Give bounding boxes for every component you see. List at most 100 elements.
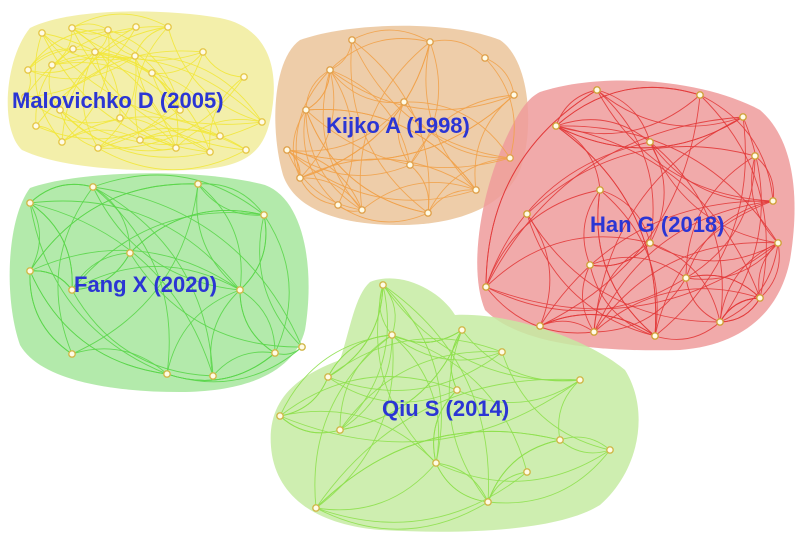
- citation-edge: [699, 94, 767, 299]
- citation-edge: [139, 134, 211, 153]
- citation-edge: [61, 116, 221, 143]
- citation-edge: [397, 101, 411, 166]
- citation-node: [458, 326, 466, 334]
- citation-edge: [351, 39, 511, 159]
- citation-node: [484, 498, 492, 506]
- citation-edge: [34, 32, 63, 143]
- citation-nodes: [21, 23, 782, 512]
- citation-edge: [339, 334, 393, 431]
- citation-node: [32, 122, 40, 130]
- citation-edge: [263, 214, 290, 354]
- citation-node: [432, 459, 440, 467]
- citation-edge: [71, 13, 169, 29]
- citation-edge: [593, 116, 744, 333]
- citation-edge: [555, 125, 657, 337]
- citation-edge: [92, 186, 131, 254]
- citation-edge: [279, 379, 581, 443]
- citation-node: [199, 48, 207, 56]
- citation-edge: [299, 41, 431, 179]
- citation-edge: [97, 55, 137, 149]
- citation-node: [236, 286, 244, 294]
- citation-edge: [409, 41, 440, 166]
- citation-edge: [71, 27, 247, 151]
- citation-edge: [71, 348, 168, 375]
- citation-edge: [151, 72, 221, 137]
- citation-edge: [29, 270, 73, 355]
- citation-edge: [751, 155, 779, 244]
- citation-edge: [315, 462, 437, 511]
- citation-node: [348, 36, 356, 44]
- citation-edge: [59, 109, 263, 146]
- citation-edge: [29, 249, 241, 291]
- citation-node: [646, 239, 654, 247]
- citation-edge: [305, 109, 429, 214]
- citation-edge: [339, 334, 393, 431]
- citation-edge: [593, 277, 687, 333]
- citation-edge: [485, 277, 687, 312]
- citation-edge: [555, 125, 779, 244]
- citation-edge: [92, 186, 214, 377]
- citation-edge: [526, 213, 656, 337]
- citation-edge: [57, 186, 94, 355]
- citation-node: [506, 154, 514, 162]
- citation-node: [296, 174, 304, 182]
- citation-edge: [329, 69, 354, 206]
- citation-edge: [361, 182, 477, 211]
- citation-edge: [41, 32, 211, 153]
- citation-edge: [485, 116, 744, 288]
- citation-edge: [555, 94, 701, 135]
- citation-edge: [403, 101, 511, 159]
- citation-edge: [339, 351, 503, 431]
- citation-edge: [239, 214, 267, 291]
- citation-edge: [719, 242, 779, 323]
- citation-edge: [24, 96, 121, 124]
- citation-node: [453, 386, 461, 394]
- citation-edge: [129, 252, 303, 348]
- citation-node: [26, 267, 34, 275]
- citation-edge: [484, 57, 515, 96]
- citation-node: [163, 370, 171, 378]
- citation-edge: [485, 236, 651, 288]
- citation-node: [69, 45, 77, 53]
- citation-edge: [589, 242, 651, 267]
- citation-edge: [758, 242, 779, 299]
- citation-edge: [29, 202, 214, 377]
- citation-edge: [377, 284, 437, 464]
- cluster-label-fang: Fang X (2020): [74, 272, 217, 297]
- citation-edge: [71, 27, 121, 119]
- citation-edge: [29, 200, 241, 291]
- citation-edge: [286, 149, 363, 211]
- citation-node: [426, 38, 434, 46]
- citation-edge: [92, 186, 303, 348]
- citation-edge: [555, 125, 761, 299]
- citation-edge: [71, 212, 265, 291]
- citation-edge: [719, 116, 762, 323]
- citation-edge: [484, 57, 515, 159]
- citation-edge: [305, 108, 477, 191]
- citation-node: [556, 436, 564, 444]
- citation-edge: [582, 264, 595, 333]
- citation-edge: [649, 141, 774, 202]
- citation-node: [68, 286, 76, 294]
- citation-node: [302, 106, 310, 114]
- citation-node: [48, 61, 56, 69]
- citation-edge: [92, 174, 265, 216]
- citation-edge: [51, 27, 73, 66]
- citation-edge: [526, 146, 756, 215]
- citation-node: [209, 372, 217, 380]
- citation-edge: [391, 334, 503, 361]
- citation-edge: [94, 51, 211, 153]
- citation-edge: [485, 286, 595, 334]
- citation-edge: [210, 289, 241, 377]
- citation-edge: [435, 462, 489, 503]
- citation-edge: [593, 242, 779, 333]
- citation-edge: [351, 39, 430, 214]
- citation-node: [24, 66, 32, 74]
- citation-node: [379, 281, 387, 289]
- citation-edge: [166, 289, 241, 375]
- citation-node: [523, 210, 531, 218]
- citation-node: [126, 249, 134, 257]
- citation-edges: [24, 13, 780, 530]
- citation-edge: [292, 109, 307, 179]
- citation-node: [298, 343, 306, 351]
